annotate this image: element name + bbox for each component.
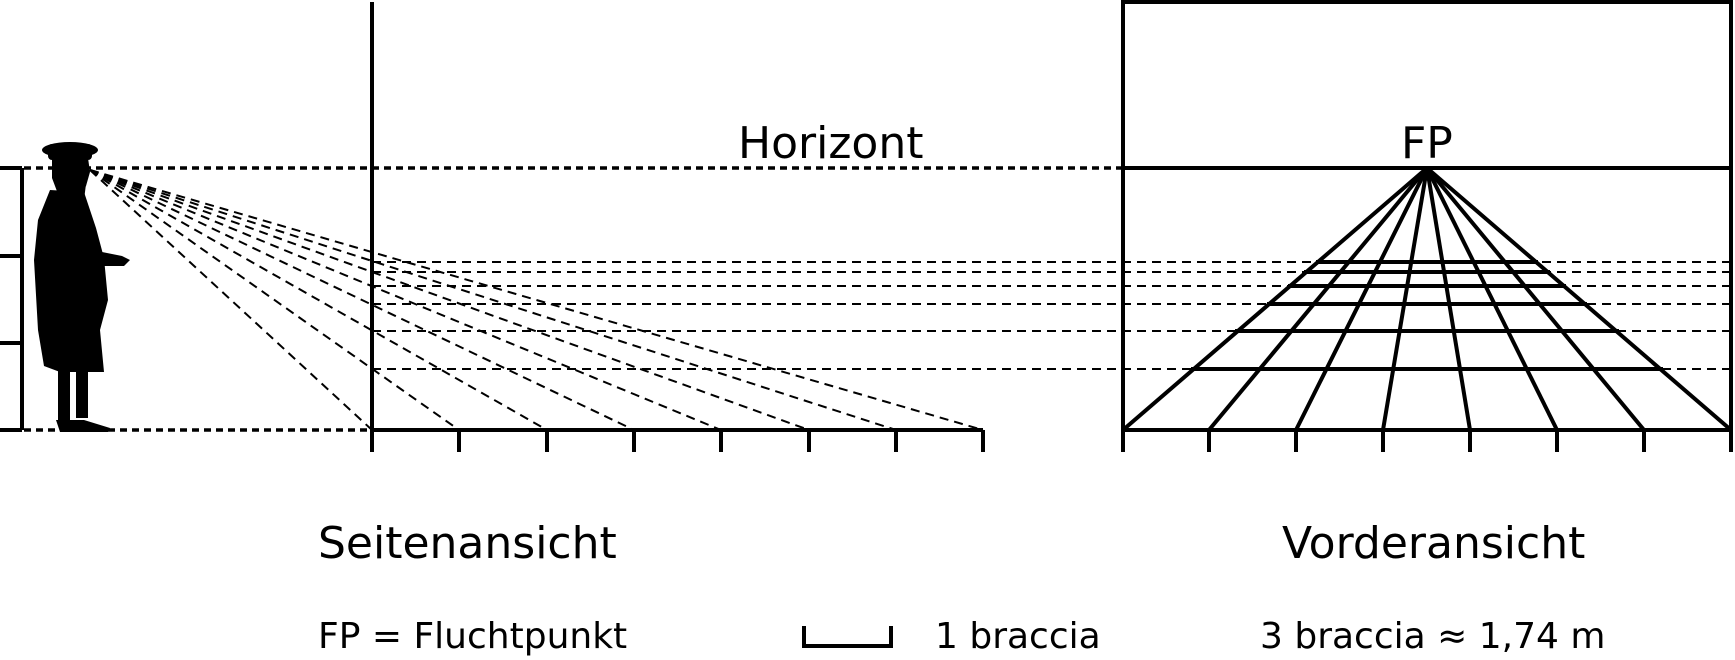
scale-unit-label: 1 braccia xyxy=(935,616,1101,657)
pavement-transversals xyxy=(1191,260,1663,371)
horizon-label: Horizont xyxy=(738,118,923,169)
orthogonals-to-vanishing-point xyxy=(1121,166,1733,432)
observer-silhouette xyxy=(34,142,130,432)
side-view-plane xyxy=(370,2,985,452)
vanishing-point-label: FP xyxy=(1401,118,1453,169)
observer-height-scale xyxy=(0,166,24,432)
scale-bar-icon xyxy=(802,626,893,648)
front-view-label: Vorderansicht xyxy=(1282,518,1585,569)
scale-conversion-label: 3 braccia ≈ 1,74 m xyxy=(1260,616,1605,657)
front-view-frame xyxy=(1121,0,1733,452)
side-view-label: Seitenansicht xyxy=(318,518,617,569)
legend-fp: FP = Fluchtpunkt xyxy=(318,616,627,657)
transversal-projection-lines xyxy=(372,261,1735,370)
sight-rays xyxy=(89,169,984,431)
